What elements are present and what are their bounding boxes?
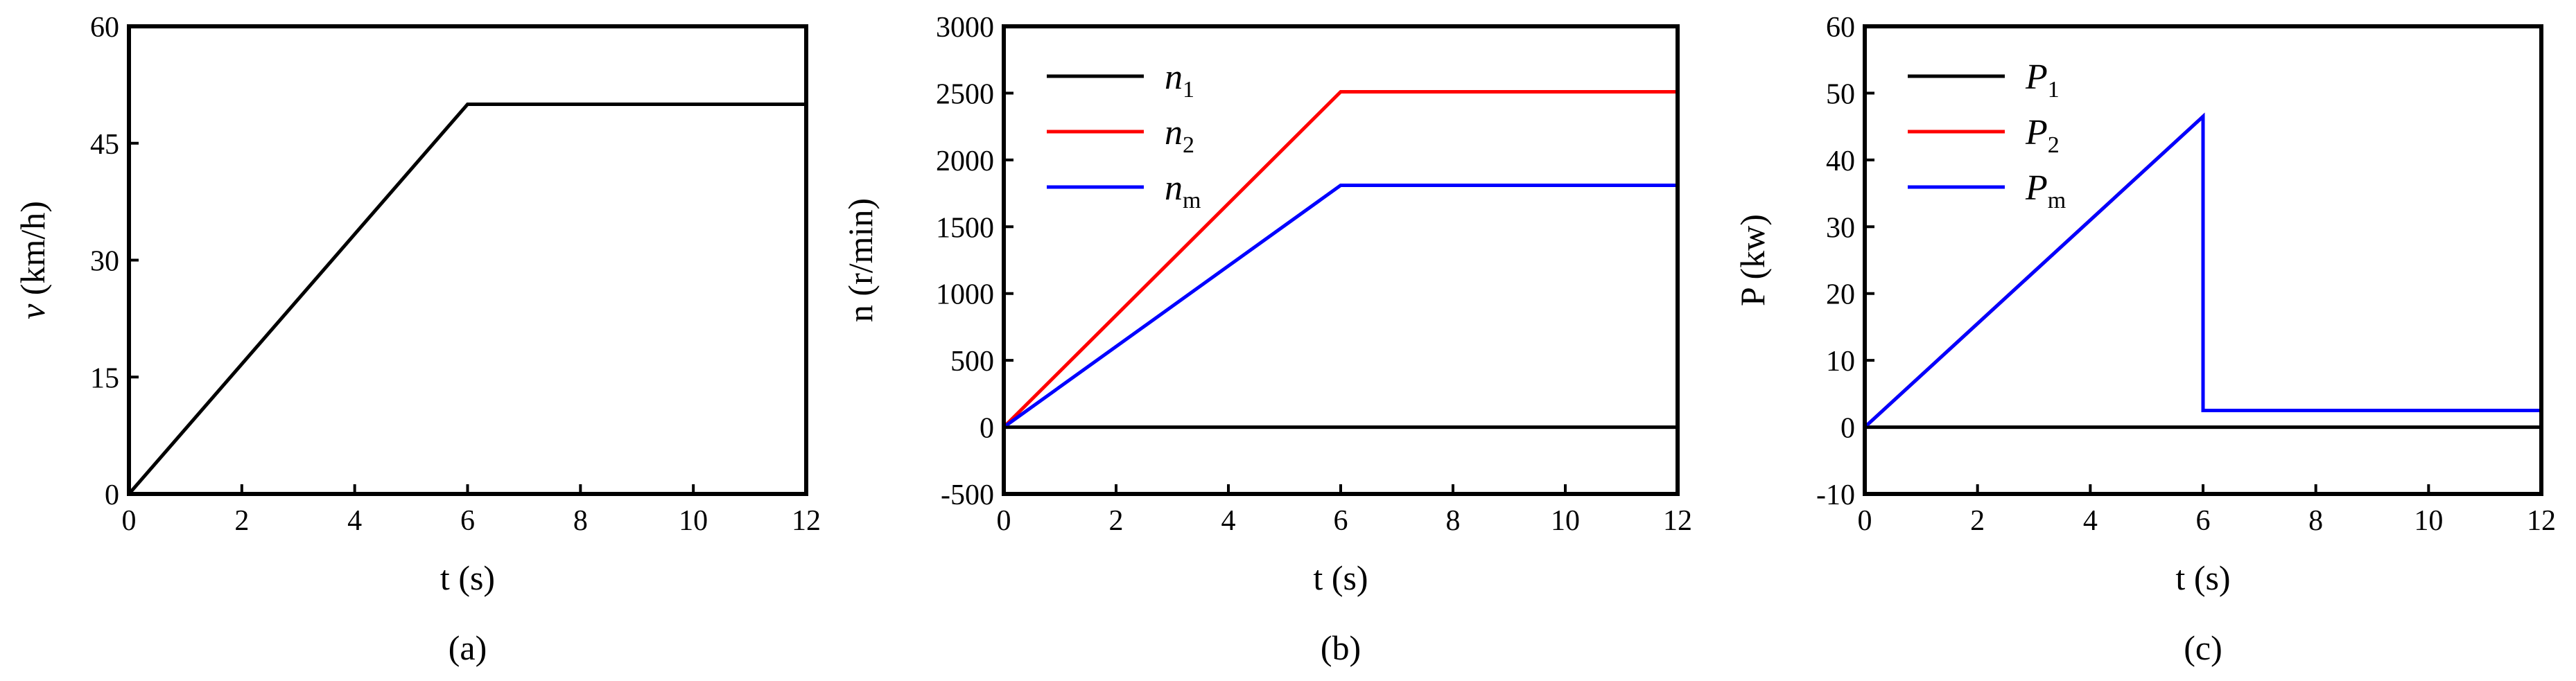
- plot-frame-a: [127, 24, 808, 496]
- x-tick-label-b-4: 8: [1446, 505, 1461, 537]
- legend-label-b-2: nm: [1165, 168, 1201, 213]
- legend-c: P1 P2 Pm: [1908, 58, 2066, 213]
- x-axis-label-b: t (s): [1313, 558, 1368, 597]
- y-tick-label-c-1: 0: [1840, 413, 1855, 445]
- legend-label-b-1: n2: [1165, 113, 1194, 158]
- series-line-b-1: [1002, 90, 1678, 429]
- x-tick-label-c-6: 12: [2527, 505, 2556, 537]
- series-line-b-2: [1002, 184, 1678, 429]
- panel-label-b: (b): [1321, 628, 1361, 667]
- x-tick-label-a-6: 12: [792, 505, 821, 537]
- y-tick-label-b-7: 3000: [936, 12, 994, 44]
- plot-frame-b: [1002, 24, 1680, 496]
- y-tick-label-b-1: 0: [980, 413, 994, 445]
- y-tick-label-a-0: 0: [105, 479, 119, 511]
- x-tick-label-a-2: 4: [347, 505, 362, 537]
- legend-label-c-0: P1: [2025, 58, 2060, 103]
- y-axis-label-c: P (kw): [1733, 214, 1772, 306]
- x-tick-label-c-5: 10: [2414, 505, 2443, 537]
- x-tick-label-c-2: 4: [2083, 505, 2098, 537]
- y-tick-label-c-5: 40: [1826, 145, 1855, 177]
- y-tick-label-c-0: -10: [1816, 479, 1855, 511]
- y-tick-label-b-2: 500: [950, 346, 994, 378]
- y-tick-label-b-0: -500: [941, 479, 994, 511]
- y-axis-label-a: v (km/h): [13, 201, 52, 319]
- x-tick-label-c-4: 8: [2308, 505, 2323, 537]
- y-tick-label-a-1: 15: [90, 362, 119, 394]
- x-tick-label-b-2: 4: [1221, 505, 1236, 537]
- y-tick-label-c-6: 50: [1826, 78, 1855, 110]
- x-tick-label-c-1: 2: [1970, 505, 1985, 537]
- x-tick-label-c-0: 0: [1858, 505, 1872, 537]
- x-tick-label-b-1: 2: [1109, 505, 1124, 537]
- series-line-a-0: [128, 103, 806, 495]
- y-tick-label-b-4: 1500: [936, 212, 994, 244]
- y-tick-label-c-3: 20: [1826, 279, 1855, 311]
- y-tick-label-b-3: 1000: [936, 279, 994, 311]
- x-tick-label-c-3: 6: [2196, 505, 2211, 537]
- x-tick-label-a-3: 6: [460, 505, 475, 537]
- x-tick-label-a-4: 8: [573, 505, 588, 537]
- legend-label-c-2: Pm: [2025, 168, 2066, 213]
- y-tick-label-a-2: 30: [90, 246, 119, 278]
- x-tick-label-b-0: 0: [997, 505, 1011, 537]
- y-axis-label-b: n (r/min): [841, 198, 880, 322]
- x-tick-label-a-0: 0: [122, 505, 137, 537]
- x-tick-label-b-6: 12: [1663, 505, 1692, 537]
- panel-label-a: (a): [449, 628, 487, 667]
- x-axis-label-c: t (s): [2175, 558, 2230, 597]
- y-tick-label-c-2: 10: [1826, 346, 1855, 378]
- chart-panel-a: 0 2 4 6 8 10 12 0 15 30 45 60 t (s) v (km/h) (a): [13, 12, 821, 667]
- legend-b: n1 n2 nm: [1047, 58, 1201, 213]
- y-tick-label-a-4: 60: [90, 12, 119, 44]
- x-axis-label-a: t (s): [440, 558, 495, 597]
- y-tick-label-a-3: 45: [90, 129, 119, 161]
- legend-label-b-0: n1: [1165, 58, 1194, 103]
- x-tick-label-b-3: 6: [1334, 505, 1348, 537]
- x-tick-label-b-5: 10: [1551, 505, 1580, 537]
- legend-label-c-1: P2: [2025, 113, 2060, 158]
- x-tick-label-a-1: 2: [234, 505, 249, 537]
- y-tick-label-b-5: 2000: [936, 145, 994, 177]
- y-tick-label-b-6: 2500: [936, 78, 994, 110]
- y-tick-label-c-7: 60: [1826, 12, 1855, 44]
- x-tick-label-a-5: 10: [679, 505, 708, 537]
- panel-label-c: (c): [2184, 628, 2222, 667]
- series-line-c-2: [1863, 112, 2541, 429]
- y-tick-label-c-4: 30: [1826, 212, 1855, 244]
